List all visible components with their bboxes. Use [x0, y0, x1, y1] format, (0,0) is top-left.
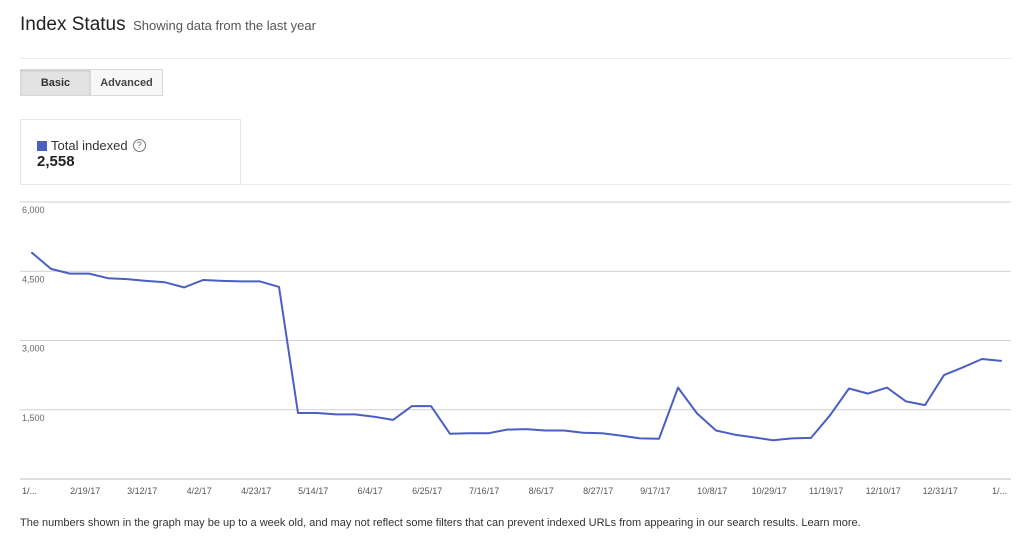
- page-subtitle: Showing data from the last year: [133, 18, 316, 33]
- page-header: Index Status Showing data from the last …: [20, 14, 316, 36]
- legend-label: Total indexed: [51, 138, 128, 153]
- tab-basic[interactable]: Basic: [20, 69, 91, 96]
- x-tick-label: 10/8/17: [697, 486, 727, 496]
- x-tick-label: 7/16/17: [469, 486, 499, 496]
- x-tick-label: 5/14/17: [298, 486, 328, 496]
- legend-card: Total indexed ? 2,558: [20, 119, 241, 185]
- x-tick-label: 12/10/17: [866, 486, 901, 496]
- x-tick-label: 3/12/17: [127, 486, 157, 496]
- x-tick-label: 12/31/17: [923, 486, 958, 496]
- x-tick-label: 9/17/17: [640, 486, 670, 496]
- legend-entry: Total indexed ?: [37, 138, 146, 153]
- y-tick-label: 3,000: [22, 344, 45, 354]
- x-tick-label: 1/...: [22, 486, 37, 496]
- header-divider: [20, 58, 1011, 59]
- series-line-total-indexed: [31, 251, 1002, 442]
- x-tick-label: 6/4/17: [358, 486, 383, 496]
- legend-divider: [241, 184, 1011, 185]
- legend-total-value: 2,558: [37, 153, 75, 170]
- y-tick-label: 4,500: [22, 274, 45, 284]
- page-title: Index Status: [20, 14, 126, 35]
- footnote: The numbers shown in the graph may be up…: [20, 517, 861, 529]
- x-tick-label: 10/29/17: [752, 486, 787, 496]
- x-tick-label: 11/19/17: [809, 486, 843, 496]
- tab-advanced[interactable]: Advanced: [91, 69, 163, 96]
- x-tick-label: 6/25/17: [412, 486, 442, 496]
- question-circle-icon[interactable]: ?: [132, 139, 146, 152]
- x-tick-label: 4/23/17: [241, 486, 271, 496]
- view-tabs: Basic Advanced: [20, 69, 163, 96]
- x-tick-label: 8/6/17: [529, 486, 554, 496]
- y-tick-label: 6,000: [22, 205, 45, 215]
- x-tick-label: 4/2/17: [187, 486, 212, 496]
- x-tick-label: 8/27/17: [583, 486, 613, 496]
- x-tick-label: 2/19/17: [70, 486, 100, 496]
- y-tick-label: 1,500: [22, 413, 45, 423]
- legend-swatch: [37, 140, 47, 151]
- x-tick-label: 1/...: [992, 486, 1007, 496]
